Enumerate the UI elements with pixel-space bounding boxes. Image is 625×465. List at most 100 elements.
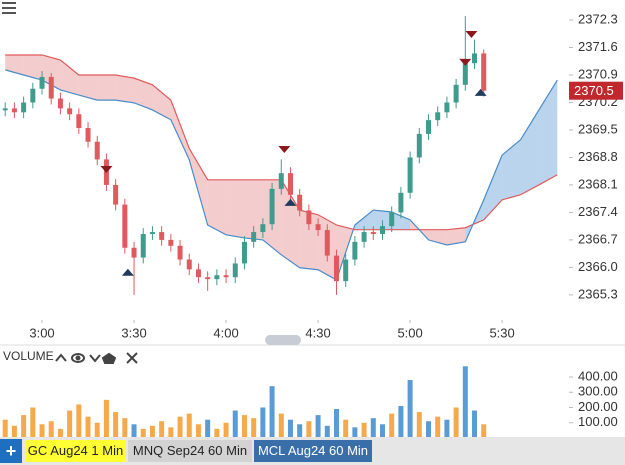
volume-bar xyxy=(2,419,8,437)
y-tick-label: 2372.3 xyxy=(578,11,618,26)
candle-body xyxy=(361,232,367,242)
add-button[interactable]: + xyxy=(0,439,22,463)
cloud-fill xyxy=(428,229,447,246)
candle-body xyxy=(67,108,73,115)
volume-bar xyxy=(57,428,63,437)
volume-bar xyxy=(398,405,404,437)
volume-bar xyxy=(287,419,293,437)
candle-body xyxy=(131,247,137,258)
cloud-fill xyxy=(152,84,171,120)
volume-bar xyxy=(361,422,367,437)
volume-bar xyxy=(131,424,137,437)
candle-body xyxy=(149,232,155,235)
volume-bar xyxy=(195,424,201,437)
x-tick-label: 4:30 xyxy=(305,325,330,340)
candle-body xyxy=(297,194,303,211)
tab[interactable]: MCL Aug24 60 Min xyxy=(254,440,372,462)
cloud-fill xyxy=(97,74,116,101)
x-tick-label: 3:30 xyxy=(121,325,146,340)
volume-bar xyxy=(444,419,450,437)
volume-bar xyxy=(21,415,27,437)
candle-body xyxy=(223,275,229,278)
cloud-fill xyxy=(23,54,43,81)
scrollbar-thumb[interactable] xyxy=(265,335,301,345)
x-tick-label: 5:30 xyxy=(489,325,514,340)
x-tick-label: 5:00 xyxy=(397,325,422,340)
volume-bar xyxy=(85,416,91,437)
candle-body xyxy=(195,269,201,278)
cloud-fill xyxy=(226,179,245,238)
candle-body xyxy=(389,212,395,227)
y-tick-label: 300.00 xyxy=(578,384,618,399)
y-tick-label: 100.00 xyxy=(578,414,618,429)
volume-bar xyxy=(278,413,284,437)
volume-bar xyxy=(407,380,413,437)
candle-body xyxy=(168,239,174,246)
volume-bar xyxy=(232,410,238,437)
volume-bar xyxy=(297,424,303,437)
volume-bar xyxy=(453,407,459,437)
cloud-fill xyxy=(134,78,153,110)
y-tick-label: 2370.9 xyxy=(578,66,618,81)
tab[interactable]: GC Aug24 1 Min xyxy=(25,440,126,462)
candle-body xyxy=(472,53,478,64)
candle-body xyxy=(94,141,100,160)
candle-body xyxy=(11,108,17,113)
buy-signal xyxy=(474,88,487,96)
volume-controls[interactable] xyxy=(55,352,138,364)
volume-bar xyxy=(481,424,487,437)
cloud-fill xyxy=(115,74,135,103)
volume-label: VOLUME xyxy=(3,349,54,363)
cloud-fill xyxy=(60,60,79,96)
candle-body xyxy=(435,112,441,121)
volume-bar xyxy=(426,421,432,437)
volume-bar xyxy=(462,366,468,437)
volume-bar xyxy=(122,418,128,437)
candle-body xyxy=(177,245,183,260)
sell-signal xyxy=(100,166,113,174)
cloud-fill xyxy=(502,139,521,200)
candle-body xyxy=(214,275,220,280)
candle-body xyxy=(76,114,82,128)
volume-bar xyxy=(205,419,211,437)
candle-body xyxy=(269,188,275,225)
candle-body xyxy=(462,63,468,85)
candle-body xyxy=(315,224,321,231)
sell-signal xyxy=(465,30,478,38)
volume-bar xyxy=(343,419,349,437)
volume-bar xyxy=(352,427,358,437)
volume-bar xyxy=(435,416,441,437)
y-tick-label: 2365.3 xyxy=(578,286,618,301)
cloud-fill xyxy=(281,179,300,268)
cloud-fill xyxy=(483,155,503,220)
y-tick-label: 2368.1 xyxy=(578,176,618,191)
volume-bar xyxy=(168,427,174,437)
volume-bar xyxy=(94,422,100,437)
volume-bar xyxy=(103,399,109,437)
candle-body xyxy=(352,241,358,260)
volume-bar xyxy=(48,421,54,437)
candle-body xyxy=(48,76,54,99)
volume-bar xyxy=(159,421,165,437)
candle-body xyxy=(398,192,404,213)
cloud-fill xyxy=(78,74,98,101)
cloud-fill xyxy=(207,179,227,235)
menu-icon[interactable] xyxy=(2,2,16,14)
volume-bar xyxy=(370,418,376,437)
candle-body xyxy=(85,128,91,142)
cloud-line xyxy=(5,69,558,281)
cloud-fill xyxy=(354,210,374,230)
volume-bar xyxy=(241,415,247,437)
cloud-fill xyxy=(446,227,466,246)
volume-bar xyxy=(333,409,339,437)
candle-body xyxy=(287,173,293,195)
tab[interactable]: MNQ Sep24 60 Min xyxy=(128,440,252,462)
candle-body xyxy=(416,133,422,158)
volume-bar xyxy=(324,425,330,437)
candle-body xyxy=(343,259,349,282)
candle-body xyxy=(2,108,8,111)
buy-signal xyxy=(284,198,297,206)
y-tick-label: 2369.5 xyxy=(578,121,618,136)
last-price-box xyxy=(569,81,623,100)
volume-bar xyxy=(379,424,385,437)
